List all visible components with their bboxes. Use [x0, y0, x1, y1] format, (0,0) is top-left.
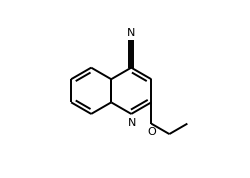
Text: N: N — [128, 118, 136, 128]
Text: N: N — [127, 28, 136, 38]
Text: O: O — [148, 127, 156, 137]
